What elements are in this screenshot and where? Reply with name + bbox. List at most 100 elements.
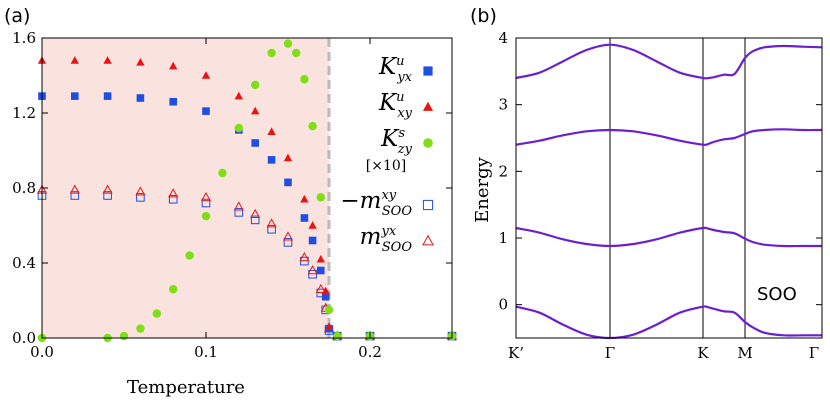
- band-line-3: [515, 305, 822, 340]
- panel-b-bands: [515, 43, 823, 340]
- k-point-label: M: [737, 344, 752, 362]
- band-line-1: [515, 128, 823, 146]
- data-point-series-0: [169, 97, 177, 106]
- panel-a-temperature-chart: (a) 0.0 0.1 0.2 0.0 0.4 0.8 1.2 1.6 Temperature…: [4, 5, 458, 398]
- panel-b-ticks: 0 1 2 3 4 K’ Γ K M Γ: [498, 29, 822, 362]
- data-point-series-1: [251, 106, 260, 115]
- data-point-series-0: [103, 92, 112, 100]
- x-tick-label: 0.2: [358, 343, 382, 361]
- data-point-series-1: [324, 322, 334, 330]
- panel-a-legend: Ku yx Ku xy Ks zy[×10] −mxy SOO myx SOO: [340, 54, 434, 255]
- data-point-series-2: [218, 168, 227, 178]
- legend-marker-series-3: [422, 199, 434, 211]
- data-point-series-2: [119, 331, 129, 341]
- data-point-series-2: [136, 324, 145, 333]
- data-point-series-4: [282, 231, 294, 241]
- data-point-series-0: [202, 107, 210, 115]
- legend-label-series-2: Ks zy: [380, 126, 413, 157]
- data-point-series-2: [292, 48, 301, 58]
- k-point-label: Γ: [605, 344, 615, 362]
- data-point-series-2: [267, 48, 276, 58]
- data-point-series-3: [308, 269, 317, 279]
- panel-a-label: (a): [4, 5, 30, 27]
- legend-label-series-1: Ku xy: [378, 90, 413, 121]
- legend-marker-series-4: [422, 234, 434, 246]
- data-point-series-0: [284, 178, 292, 187]
- data-point-series-2: [283, 39, 293, 48]
- data-point-series-1: [234, 91, 243, 100]
- ordered-phase-shading: [42, 38, 329, 338]
- y-tick-label: 3: [498, 96, 508, 114]
- data-point-series-3: [70, 191, 80, 200]
- panel-b-high-symmetry-lines: [609, 38, 746, 338]
- data-point-series-1: [321, 286, 330, 295]
- data-point-series-1: [308, 221, 317, 229]
- y-tick-label: 0.0: [12, 329, 36, 347]
- data-point-series-2: [324, 305, 334, 315]
- data-point-series-2: [316, 193, 325, 202]
- data-point-series-2: [169, 285, 178, 294]
- soo-annotation: SOO: [757, 284, 797, 305]
- x-tick-label: 0.0: [30, 343, 54, 361]
- panel-b-label: (b): [470, 5, 497, 27]
- panel-a-x-axis-title: Temperature: [127, 377, 245, 398]
- data-point-series-2: [152, 309, 161, 318]
- data-point-series-3: [300, 256, 309, 266]
- legend-label-series-4: myx SOO: [360, 224, 413, 255]
- y-tick-label: 0: [498, 296, 508, 314]
- data-point-series-4: [315, 283, 326, 293]
- data-point-series-2: [185, 251, 194, 260]
- panel-a-ticks: 0.0 0.1 0.2 0.0 0.4 0.8 1.2 1.6: [12, 29, 452, 361]
- legend-marker-series-0: [423, 66, 433, 76]
- data-point-series-2: [308, 121, 317, 131]
- data-point-series-1: [201, 71, 211, 79]
- data-point-series-0: [251, 139, 259, 147]
- data-point-series-4: [250, 208, 261, 218]
- k-point-label: K’: [508, 344, 524, 362]
- data-point-series-1: [283, 153, 293, 162]
- legend-note-scale: [×10]: [366, 158, 406, 174]
- data-point-series-3: [103, 191, 112, 200]
- legend-marker-series-2: [423, 138, 433, 148]
- data-point-series-1: [136, 58, 145, 66]
- data-point-series-2: [300, 75, 309, 84]
- data-point-series-4: [69, 184, 80, 194]
- data-point-series-4: [233, 201, 244, 211]
- data-point-series-2: [251, 80, 260, 90]
- data-point-series-3: [283, 238, 293, 247]
- data-point-series-1: [70, 56, 79, 64]
- data-point-series-0: [300, 214, 309, 222]
- data-point-series-1: [267, 127, 276, 135]
- legend-label-series-3: −mxy SOO: [340, 188, 412, 219]
- x-tick-label: 0.1: [194, 343, 218, 361]
- data-point-series-4: [307, 265, 318, 275]
- data-point-series-4: [299, 251, 310, 262]
- data-point-series-4: [168, 188, 179, 198]
- data-point-series-1: [300, 194, 309, 203]
- y-tick-label: 2: [498, 162, 508, 180]
- band-line-2: [515, 226, 822, 248]
- panel-b-band-structure: (b) 0 1 2 3 4 K’ Γ K M Γ Energy SOO: [470, 5, 823, 362]
- y-tick-label: 0.8: [12, 179, 36, 197]
- data-point-series-2: [333, 331, 342, 341]
- data-point-series-0: [267, 156, 276, 164]
- legend-marker-series-1: [422, 101, 434, 111]
- y-tick-label: 0.4: [12, 254, 36, 272]
- data-point-series-3: [234, 208, 244, 217]
- panel-b-y-axis-title: Energy: [472, 156, 493, 223]
- legend-label-series-0: Ku yx: [378, 54, 413, 85]
- band-line-0: [515, 43, 823, 80]
- data-point-series-1: [169, 61, 178, 70]
- data-point-series-1: [316, 254, 325, 263]
- data-point-series-4: [135, 186, 146, 196]
- data-point-series-3: [201, 198, 211, 208]
- data-point-series-0: [317, 266, 325, 275]
- data-point-series-3: [168, 194, 178, 204]
- y-tick-label: 1: [498, 229, 508, 247]
- data-point-series-3: [250, 215, 260, 225]
- data-point-series-0: [321, 292, 330, 301]
- data-point-series-0: [308, 236, 317, 245]
- data-point-series-4: [200, 191, 212, 202]
- data-point-series-1: [103, 56, 112, 64]
